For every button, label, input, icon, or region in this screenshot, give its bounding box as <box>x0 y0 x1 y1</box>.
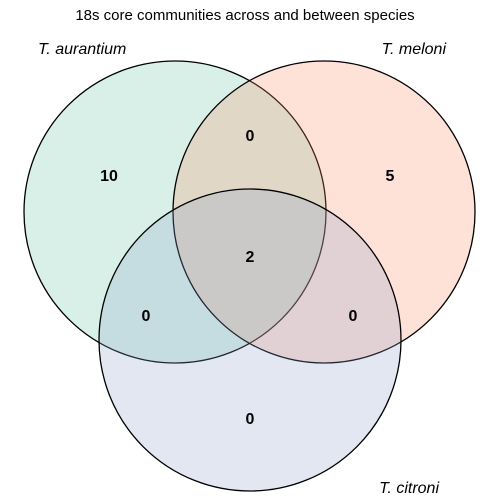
count-citroni-only: 0 <box>246 411 255 428</box>
count-aurantium-only: 10 <box>100 168 118 185</box>
diagram-title: 18s core communities across and between … <box>75 7 414 24</box>
set-circle-aurantium <box>23 60 327 364</box>
set-circle-meloni <box>172 60 476 364</box>
set-circle-citroni <box>98 188 402 492</box>
count-aurantium-citroni: 0 <box>142 308 151 325</box>
set-label-aurantium: T. aurantium <box>38 41 126 58</box>
count-meloni-only: 5 <box>386 168 395 185</box>
count-aurantium-meloni: 0 <box>246 128 255 145</box>
set-label-meloni: T. meloni <box>382 41 447 58</box>
count-meloni-citroni: 0 <box>349 308 358 325</box>
set-label-citroni: T. citroni <box>379 480 439 497</box>
count-all-three: 2 <box>246 249 255 266</box>
